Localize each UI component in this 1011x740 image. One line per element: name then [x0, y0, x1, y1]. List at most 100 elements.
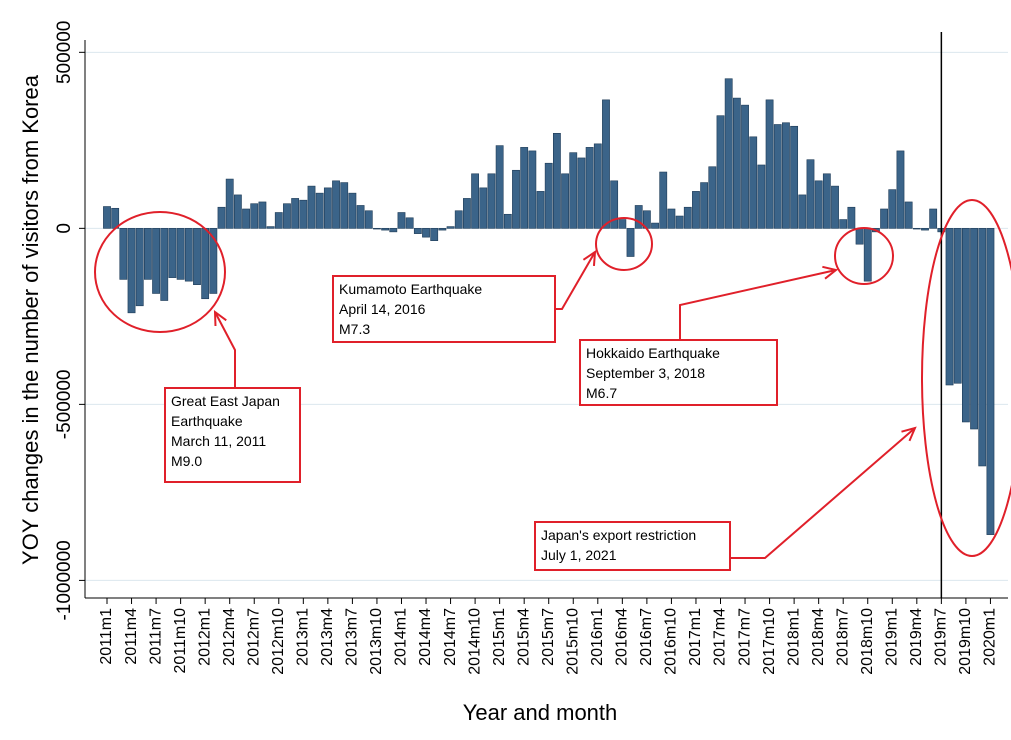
bar — [422, 228, 430, 238]
bar — [250, 203, 259, 229]
bar — [307, 185, 316, 229]
bar — [495, 145, 504, 229]
bar — [201, 228, 210, 300]
x-tick-label: 2018m1 — [785, 608, 802, 666]
bar — [904, 201, 913, 229]
annotation-text: Japan's export restriction — [541, 527, 696, 543]
bar — [798, 194, 807, 229]
highlight-ellipse — [834, 227, 894, 285]
bar — [618, 219, 627, 229]
bar — [217, 206, 226, 229]
bar — [242, 208, 250, 229]
bar — [790, 125, 799, 229]
x-tick-label: 2011m10 — [172, 608, 189, 674]
bar — [233, 194, 242, 229]
bar — [356, 205, 365, 229]
bar — [258, 201, 267, 229]
bar — [921, 228, 929, 231]
bar — [700, 182, 709, 229]
bar — [323, 187, 332, 229]
x-tick-label: 2016m1 — [589, 608, 606, 666]
x-tick-label: 2014m4 — [417, 608, 434, 666]
bar — [438, 228, 447, 231]
bar — [463, 198, 471, 229]
annotation-text: March 11, 2011 — [171, 433, 266, 449]
x-axis-title: Year and month — [463, 700, 618, 725]
y-tick-label: -500000 — [54, 370, 75, 440]
bar — [152, 228, 160, 294]
bar — [602, 99, 610, 229]
bar — [708, 166, 717, 229]
x-tick-label: 2013m7 — [344, 608, 361, 666]
highlight-ellipse — [94, 211, 226, 333]
x-tick-label: 2013m10 — [368, 608, 385, 675]
bar — [332, 180, 340, 229]
bar — [585, 147, 594, 229]
bar — [741, 104, 749, 229]
bar — [274, 212, 283, 229]
bar — [520, 147, 529, 229]
x-tick-label: 2015m1 — [491, 608, 508, 666]
annotation-text: M6.7 — [586, 385, 617, 401]
y-tick-label: 0 — [54, 223, 75, 234]
bar — [315, 192, 324, 229]
x-tick-label: 2015m7 — [540, 608, 557, 666]
bar — [176, 228, 185, 280]
bar — [953, 228, 962, 384]
bar — [896, 150, 905, 229]
bar — [773, 124, 782, 229]
bar — [471, 173, 479, 229]
x-tick-label: 2015m4 — [515, 608, 532, 666]
x-tick-label: 2011m7 — [147, 608, 164, 665]
bar — [266, 226, 275, 229]
x-tick-label: 2019m4 — [908, 608, 925, 666]
x-tick-label: 2019m1 — [883, 608, 900, 666]
bar — [970, 228, 978, 430]
x-tick-label: 2015m10 — [564, 608, 581, 675]
bar — [446, 226, 455, 229]
bar — [503, 213, 512, 229]
bar — [667, 208, 676, 229]
bar — [683, 206, 692, 229]
arrow-head — [901, 426, 917, 442]
bar — [160, 228, 169, 301]
x-tick-label: 2013m4 — [319, 608, 336, 666]
bar — [814, 180, 823, 229]
bar — [119, 228, 128, 280]
annotation-text: Hokkaido Earthquake — [586, 345, 720, 361]
bar — [757, 164, 766, 229]
bar — [405, 217, 414, 229]
bar — [782, 122, 790, 229]
bar — [961, 228, 970, 423]
x-tick-label: 2018m10 — [859, 608, 876, 675]
arrow — [214, 311, 236, 388]
arrow-head — [582, 250, 597, 267]
x-tick-label: 2017m4 — [712, 608, 729, 666]
annotation-box — [332, 275, 556, 343]
bar — [806, 159, 815, 229]
bar — [209, 228, 218, 294]
bar — [364, 210, 373, 229]
arrow — [730, 427, 916, 559]
bar — [978, 228, 987, 467]
bar — [430, 228, 439, 241]
x-tick-label: 2012m7 — [245, 608, 262, 666]
highlight-ellipse — [921, 199, 1011, 557]
bar — [593, 143, 602, 229]
bar — [291, 198, 300, 229]
bar — [348, 192, 357, 229]
annotation-text: Earthquake — [171, 413, 243, 429]
annotation-text: Kumamoto Earthquake — [339, 281, 482, 297]
y-tick-label: -1000000 — [54, 540, 75, 620]
annotation-text: April 14, 2016 — [339, 301, 426, 317]
bar — [839, 219, 848, 229]
bar — [569, 152, 578, 229]
x-tick-label: 2019m7 — [933, 608, 950, 666]
x-tick-label: 2016m4 — [614, 608, 631, 666]
bar — [299, 199, 308, 229]
x-tick-label: 2020m1 — [982, 608, 999, 666]
bar — [577, 157, 586, 229]
y-tick-label: 500000 — [54, 21, 75, 84]
bar — [610, 180, 619, 229]
annotation-box — [534, 521, 731, 571]
